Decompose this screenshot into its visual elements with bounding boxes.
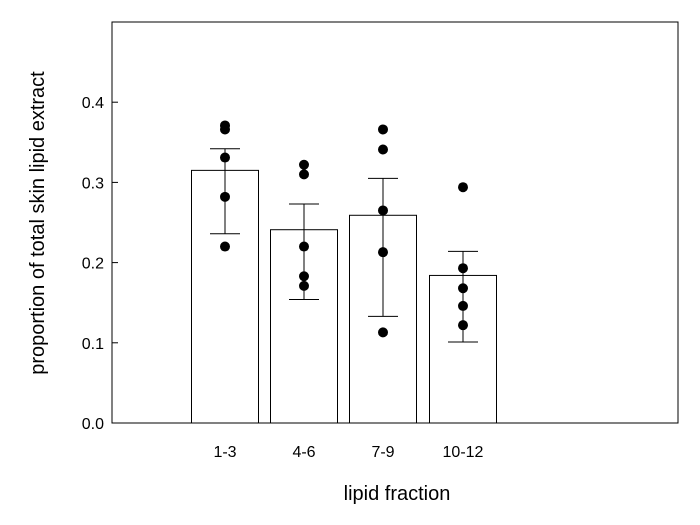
data-point [458,283,468,294]
x-tick-label: 4-6 [292,444,315,461]
data-point [299,159,309,170]
y-axis-ticks: 0.0 0.1 0.2 0.3 0.4 [82,95,118,433]
x-axis-ticks: 1-3 4-6 7-9 10-12 [213,417,484,461]
x-axis-label: lipid fraction [344,483,451,505]
data-point [458,300,468,311]
data-point [458,182,468,193]
x-tick-label: 7-9 [371,444,394,461]
bars-layer [191,169,497,424]
data-point [299,280,309,291]
y-tick-label: 0.0 [82,416,104,433]
data-point [378,205,388,216]
y-axis-label: proportion of total skin lipid extract [27,71,49,375]
y-tick-label: 0.4 [82,95,104,112]
data-point [220,241,230,252]
y-tick-label: 0.3 [82,175,104,192]
data-point [378,144,388,155]
data-point [378,327,388,338]
y-tick-label: 0.1 [82,336,104,353]
data-point [299,271,309,282]
x-tick-label: 1-3 [213,444,236,461]
x-tick-label: 10-12 [443,444,484,461]
data-point [458,320,468,331]
y-tick-label: 0.2 [82,256,104,273]
data-point [378,124,388,135]
data-point [220,124,230,135]
points-layer [220,120,468,338]
data-point [299,241,309,252]
data-point [220,191,230,202]
data-point [458,263,468,274]
data-point [220,152,230,163]
data-point [378,247,388,258]
data-point [299,169,309,180]
